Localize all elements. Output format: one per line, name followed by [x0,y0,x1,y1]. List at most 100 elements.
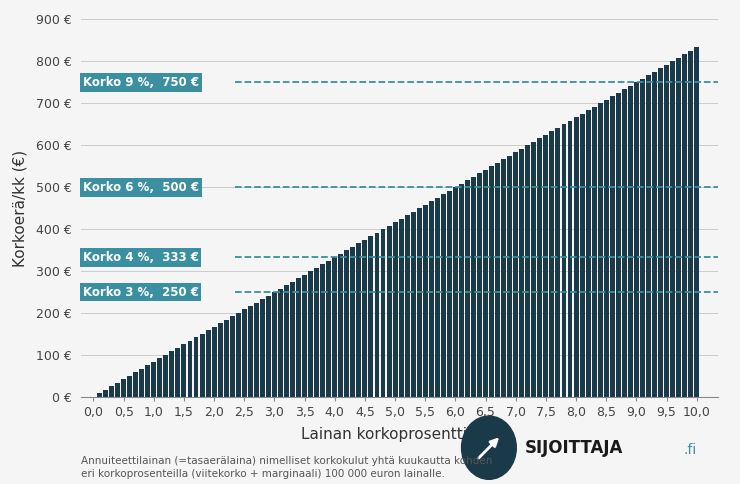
Bar [585,110,591,397]
Bar [628,86,633,397]
Bar [357,243,361,397]
Bar [592,107,596,397]
Bar [236,313,240,397]
Bar [688,51,693,397]
Bar [212,327,217,397]
Bar [363,240,367,397]
Bar [549,131,554,397]
Bar [169,351,175,397]
Bar [320,264,325,397]
Text: SIJOITTAJA: SIJOITTAJA [525,439,623,457]
Bar [194,337,198,397]
Bar [338,254,343,397]
Bar [254,302,259,397]
Y-axis label: Korkoerä/kk (€): Korkoerä/kk (€) [13,150,27,267]
Bar [121,379,126,397]
Bar [151,362,156,397]
Bar [302,274,307,397]
Bar [604,100,609,397]
Bar [610,96,615,397]
Bar [405,215,410,397]
Ellipse shape [462,416,517,479]
Bar [218,323,223,397]
Bar [519,149,524,397]
Bar [676,58,681,397]
Text: Korko 6 %,  500 €: Korko 6 %, 500 € [83,181,198,194]
Text: Korko 9 %,  750 €: Korko 9 %, 750 € [83,76,198,89]
Bar [145,365,150,397]
Bar [290,282,295,397]
Bar [344,250,349,397]
Bar [386,226,391,397]
X-axis label: Lainan korkoprosentti (%): Lainan korkoprosentti (%) [301,427,498,442]
Bar [646,76,651,397]
Text: Annuiteettilainan (=tasaerälaina) nimelliset korkokulut yhtä kuukautta kohden
er: Annuiteettilainan (=tasaerälaina) nimell… [81,456,493,479]
Text: Korko 4 %,  333 €: Korko 4 %, 333 € [83,251,198,264]
Bar [634,82,639,397]
Bar [537,138,542,397]
Bar [495,163,500,397]
Text: Korko 3 %,  250 €: Korko 3 %, 250 € [83,286,198,299]
Bar [223,320,229,397]
Bar [374,233,380,397]
Bar [507,156,512,397]
Bar [158,359,162,397]
Bar [350,246,355,397]
Bar [332,257,337,397]
Bar [640,79,645,397]
Bar [284,285,289,397]
Bar [423,205,428,397]
Bar [139,369,144,397]
Bar [459,183,464,397]
Bar [187,341,192,397]
Bar [598,103,602,397]
Bar [525,145,531,397]
Bar [471,177,476,397]
Bar [393,222,397,397]
Bar [428,201,434,397]
Bar [272,292,277,397]
Bar [369,236,374,397]
Bar [664,65,669,397]
Bar [164,355,168,397]
Bar [514,152,518,397]
Bar [399,219,403,397]
Bar [278,288,283,397]
Bar [326,260,332,397]
Bar [453,187,458,397]
Bar [115,383,120,397]
Bar [109,386,114,397]
Bar [435,197,440,397]
Bar [229,317,235,397]
Bar [103,390,108,397]
Text: .fi: .fi [683,443,696,457]
Bar [501,159,506,397]
Bar [568,121,573,397]
Bar [314,268,319,397]
Bar [574,117,579,397]
Bar [483,170,488,397]
Bar [465,180,470,397]
Bar [417,208,422,397]
Bar [694,47,699,397]
Bar [652,72,657,397]
Bar [616,93,621,397]
Bar [133,372,138,397]
Bar [200,334,204,397]
Bar [531,142,536,397]
Bar [181,345,186,397]
Bar [489,166,494,397]
Bar [556,128,560,397]
Bar [411,212,416,397]
Bar [579,114,585,397]
Bar [97,393,102,397]
Bar [266,296,271,397]
Bar [682,54,687,397]
Bar [562,124,566,397]
Bar [380,229,386,397]
Bar [248,306,253,397]
Bar [127,376,132,397]
Bar [477,173,482,397]
Bar [308,271,313,397]
Bar [658,68,663,397]
